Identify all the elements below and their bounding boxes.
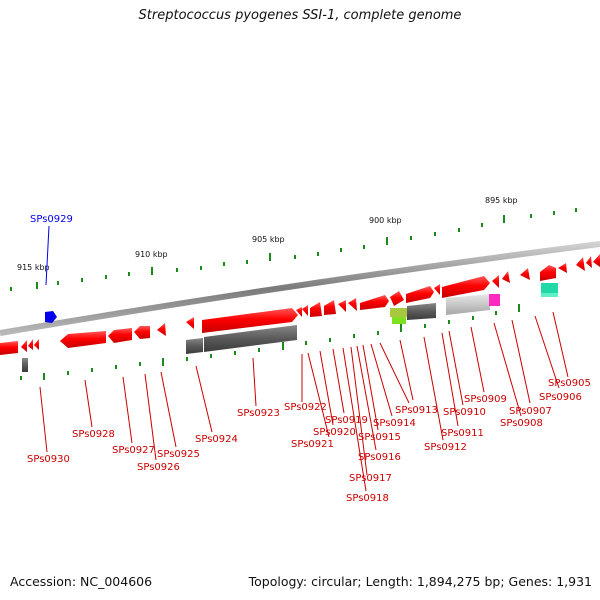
- scale-ticks-upper: [10, 208, 577, 291]
- gene-feature: [108, 328, 132, 343]
- gene-feature: [360, 295, 389, 310]
- gene-feature: [202, 308, 298, 333]
- gene-feature: [324, 300, 336, 315]
- gene-feature: [520, 268, 530, 280]
- gene-label[interactable]: SPs0918: [346, 493, 389, 504]
- gene-feature: [442, 276, 490, 298]
- gene-label[interactable]: SPs0927: [112, 445, 155, 456]
- gene-label[interactable]: SPs0908: [500, 418, 543, 429]
- gene-label[interactable]: SPs0906: [539, 392, 582, 403]
- gene-label[interactable]: SPs0923: [237, 408, 280, 419]
- gene-label[interactable]: SPs0917: [349, 473, 392, 484]
- scale-label-905: 905 kbp: [252, 235, 285, 244]
- gene-feature: [302, 305, 308, 316]
- scale-ticks-lower: [20, 304, 520, 380]
- gene-label[interactable]: SPs0910: [443, 407, 486, 418]
- gene-feature: [576, 257, 585, 271]
- gene-label[interactable]: SPs0922: [284, 402, 327, 413]
- gene-feature: [390, 308, 407, 317]
- accession-text: Accession: NC_004606: [10, 574, 153, 589]
- gene-feature: [34, 339, 39, 350]
- gene-feature: [348, 298, 357, 311]
- gene-feature: [492, 275, 499, 288]
- gene-label[interactable]: SPs0907: [509, 406, 552, 417]
- map-title: Streptococcus pyogenes SSI-1, complete g…: [138, 8, 462, 23]
- gene-feature: [204, 325, 297, 352]
- gene-label[interactable]: SPs0925: [157, 449, 200, 460]
- summary-text: Topology: circular; Length: 1,894,275 bp…: [248, 574, 592, 589]
- gene-feature: [21, 340, 27, 352]
- scale-label-910: 910 kbp: [135, 250, 168, 259]
- gene-feature: [310, 302, 322, 317]
- gene-feature: [406, 286, 434, 303]
- gene-feature: [407, 303, 436, 320]
- gene-feature: [586, 256, 592, 268]
- gene-feature: [596, 257, 600, 263]
- scale-label-895: 895 kbp: [485, 196, 518, 205]
- gene-label[interactable]: SPs0926: [137, 462, 180, 473]
- gene-feature: [392, 317, 406, 324]
- gene-feature: [502, 271, 510, 283]
- gene-label[interactable]: SPs0914: [373, 418, 416, 429]
- gene-label-highlight[interactable]: SPs0929: [30, 214, 73, 225]
- gene-feature: [60, 331, 106, 348]
- gene-feature: [186, 338, 203, 354]
- gene-label[interactable]: SPs0921: [291, 439, 334, 450]
- gene-feature: [296, 307, 302, 317]
- gene-label[interactable]: SPs0924: [195, 434, 238, 445]
- gene-label[interactable]: SPs0930: [27, 454, 70, 465]
- gene-leader-line-highlight: [45, 225, 50, 286]
- reverse-strand-features: [0, 283, 558, 372]
- gene-feature: [390, 291, 404, 306]
- forward-strand-features: [45, 254, 600, 333]
- gene-feature-highlight: [45, 311, 57, 323]
- gene-feature: [157, 323, 166, 336]
- gene-feature: [434, 284, 440, 295]
- gene-feature: [540, 265, 556, 281]
- gene-feature: [186, 317, 194, 329]
- gene-feature: [558, 263, 567, 273]
- gene-feature: [489, 294, 500, 306]
- gene-feature: [593, 254, 600, 267]
- gene-feature: [446, 294, 490, 315]
- gene-label[interactable]: SPs0913: [395, 405, 438, 416]
- gene-label[interactable]: SPs0915: [358, 432, 401, 443]
- gene-feature: [22, 358, 28, 372]
- gene-feature: [134, 326, 150, 339]
- gene-leader-lines: [39, 311, 569, 492]
- gene-label[interactable]: SPs0916: [358, 452, 401, 463]
- scale-label-900: 900 kbp: [369, 216, 402, 225]
- scale-label-915: 915 kbp: [17, 263, 50, 272]
- gene-feature: [0, 341, 18, 355]
- gene-label[interactable]: SPs0919: [325, 415, 368, 426]
- gene-feature: [541, 283, 558, 293]
- gene-label[interactable]: SPs0928: [72, 429, 115, 440]
- gene-label[interactable]: SPs0905: [548, 378, 591, 389]
- gene-feature: [338, 300, 346, 312]
- genome-backbone: [0, 241, 600, 336]
- gene-label[interactable]: SPs0920: [313, 427, 356, 438]
- gene-feature: [541, 293, 558, 297]
- gene-feature: [28, 339, 33, 350]
- gene-label[interactable]: SPs0912: [424, 442, 467, 453]
- gene-label[interactable]: SPs0911: [441, 428, 484, 439]
- gene-label[interactable]: SPs0909: [464, 394, 507, 405]
